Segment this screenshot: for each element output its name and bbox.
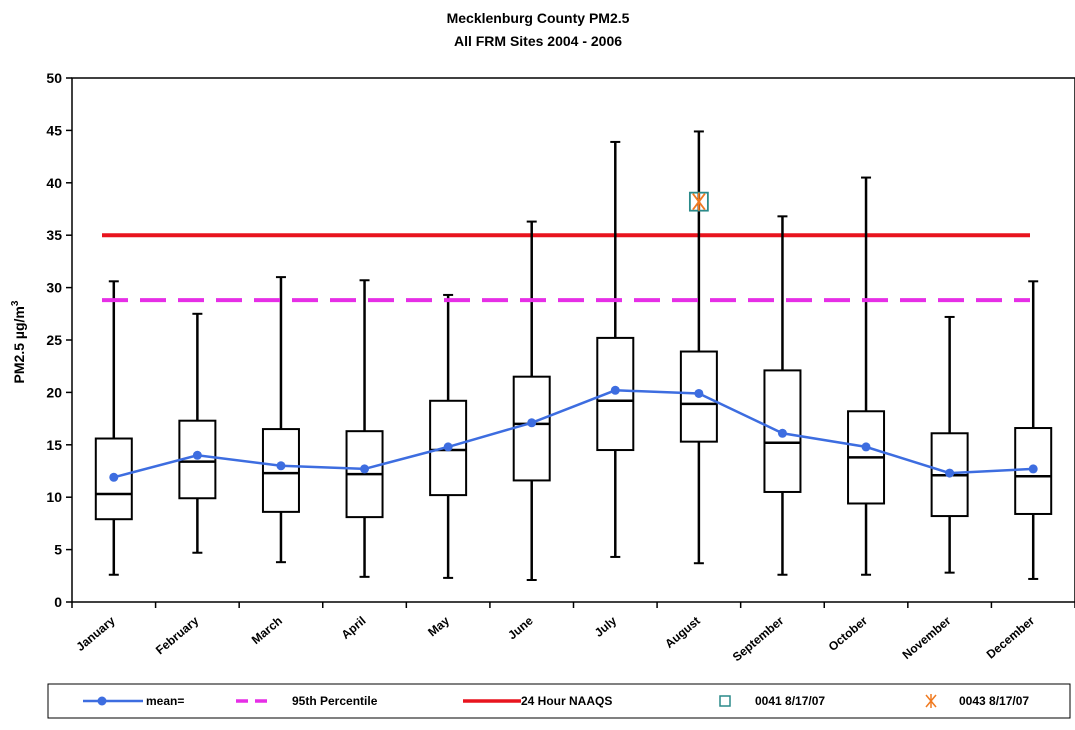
x-tick-label: June [505,613,536,642]
x-tick-label: August [662,614,703,651]
mean-point [276,461,286,471]
y-tick-label: 5 [54,542,62,558]
y-tick-label: 30 [46,280,62,296]
x-tick-label: March [249,614,285,647]
y-tick-label: 40 [46,175,62,191]
legend-label-0041: 0041 8/17/07 [755,694,825,708]
mean-point [945,468,955,478]
mean-line [113,389,1034,479]
mean-point [610,385,620,395]
y-tick-label: 35 [46,227,62,243]
x-tick-label: July [592,613,620,639]
mean-point [527,418,537,428]
plot-frame [71,77,1075,603]
y-tick-label: 50 [46,70,62,86]
box [261,428,300,513]
x-tick-label: February [153,613,202,657]
mean-point [192,450,202,460]
chart-subtitle: All FRM Sites 2004 - 2006 [454,33,622,49]
y-tick-label: 10 [46,489,62,505]
legend-item-95th-percentile: 95th Percentile [236,694,378,708]
mean-point [360,464,370,474]
y-axis-label: PM2.5 µg/m3 [10,300,27,383]
legend-label-naaqs: 24 Hour NAAQS [521,694,612,708]
mean-point [443,442,453,452]
box [512,375,551,482]
y-tick-label: 45 [46,122,62,138]
x-tick-label: September [730,613,787,664]
mean-point [694,388,704,398]
mean-point [777,428,787,438]
legend-square-icon [719,695,731,707]
legend-label-0043: 0043 8/17/07 [959,694,1029,708]
y-tick-label: 20 [46,384,62,400]
marker-0043-asterisk [692,192,706,211]
y-tick-label: 15 [46,437,62,453]
legend-item-mean: mean= [83,694,184,708]
mean-point [109,472,119,482]
y-tick-label: 0 [54,594,62,610]
x-tick-label: May [425,613,452,639]
legend-asterisk-icon [925,694,937,708]
mean-point [861,442,871,452]
mean-point [1028,464,1038,474]
y-axis-label-superscript: 3 [10,300,21,306]
legend: mean= 95th Percentile 24 Hour NAAQS 0041… [47,683,1071,719]
x-tick-label: November [900,613,954,662]
x-tick-label: October [826,613,870,654]
legend-item-0041: 0041 8/17/07 [719,694,825,708]
x-tick-label: December [984,613,1038,661]
legend-box [47,683,1071,719]
x-tick-label: January [73,613,118,654]
y-tick-label: 25 [46,332,62,348]
box [429,399,468,497]
legend-item-0043: 0043 8/17/07 [925,694,1029,708]
legend-label-95th-percentile: 95th Percentile [292,694,378,708]
plot-area: 0 5 10 15 20 25 30 35 40 45 50 January February March… [46,70,1075,664]
legend-label-mean: mean= [146,694,184,708]
x-tick-label: April [339,614,369,642]
chart-title: Mecklenburg County PM2.5 [447,10,630,26]
legend-item-naaqs: 24 Hour NAAQS [463,694,612,708]
legend-mean-marker [97,696,107,706]
